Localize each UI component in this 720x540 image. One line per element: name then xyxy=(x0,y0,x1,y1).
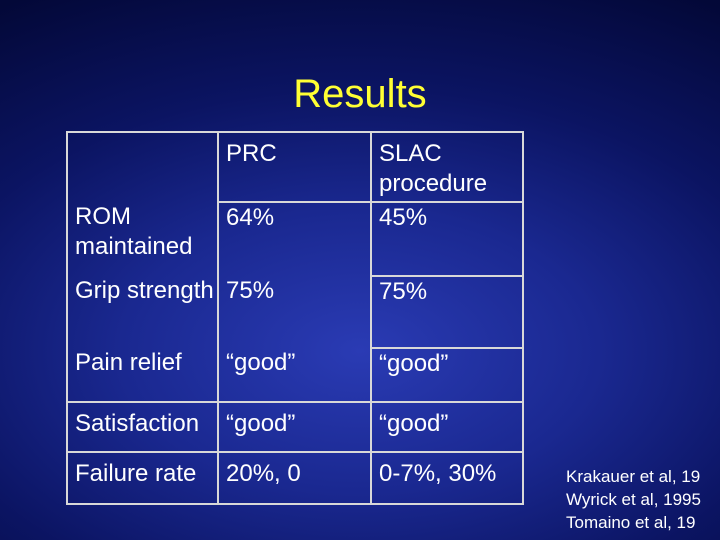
cell-failure-slac: 0-7%, 30% xyxy=(370,451,524,505)
table-header-row: PRC SLAC procedure xyxy=(66,131,524,203)
reference-line: Krakauer et al, 19 xyxy=(566,467,701,486)
table-row: Pain relief “good” “good” xyxy=(66,347,524,403)
cell-grip-slac: 75% xyxy=(370,275,524,349)
table-row: ROM maintained 64% 45% xyxy=(66,201,524,277)
header-cell-slac: SLAC procedure xyxy=(370,131,524,203)
table-row: Failure rate 20%, 0 0-7%, 30% xyxy=(66,451,524,505)
reference-line: Wyrick et al, 1995 xyxy=(566,490,701,509)
row-label-grip: Grip strength xyxy=(66,276,219,348)
results-table: PRC SLAC procedure ROM maintained 64% 45… xyxy=(66,131,524,505)
references: Krakauer et al, 19 Wyrick et al, 1995 To… xyxy=(566,465,720,534)
row-label-rom: ROM maintained xyxy=(66,202,219,276)
reference-line: Tomaino et al, 19 xyxy=(566,513,696,532)
cell-rom-slac: 45% xyxy=(370,201,524,277)
cell-satisfaction-prc: “good” xyxy=(217,401,372,453)
cell-rom-prc: 64% xyxy=(217,202,372,276)
cell-failure-prc: 20%, 0 xyxy=(217,451,372,505)
row-label-satisfaction: Satisfaction xyxy=(66,401,219,453)
header-cell-empty xyxy=(66,131,219,202)
cell-satisfaction-slac: “good” xyxy=(370,401,524,453)
header-cell-prc: PRC xyxy=(217,131,372,203)
row-label-pain: Pain relief xyxy=(66,348,219,403)
row-label-failure: Failure rate xyxy=(66,451,219,505)
slide-title: Results xyxy=(293,72,427,116)
cell-grip-prc: 75% xyxy=(217,276,372,348)
cell-pain-slac: “good” xyxy=(370,347,524,403)
table-row: Satisfaction “good” “good” xyxy=(66,401,524,453)
cell-pain-prc: “good” xyxy=(217,348,372,403)
table-row: Grip strength 75% 75% xyxy=(66,275,524,349)
